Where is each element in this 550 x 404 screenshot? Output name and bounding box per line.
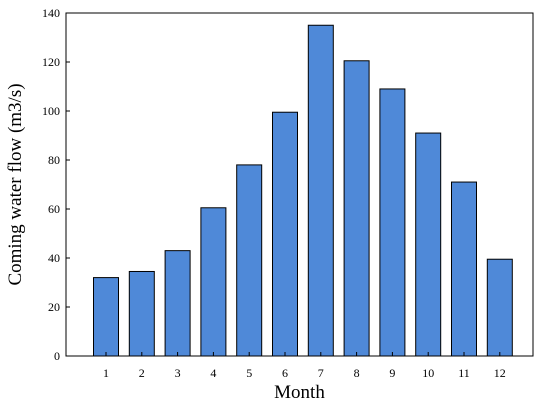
x-axis-ticks: 1 2 3 4 5 6 7 8 9 10 11 12 [103, 352, 506, 380]
y-tick-label: 60 [48, 202, 60, 216]
y-tick-label: 20 [48, 300, 60, 314]
bar-month-11 [451, 181, 477, 357]
bar-month-12 [486, 258, 513, 357]
y-tick-label: 120 [42, 55, 60, 69]
x-tick-label: 12 [494, 366, 506, 380]
y-axis-ticks: 0 20 40 60 80 100 120 140 [42, 6, 70, 363]
plot-frame [65, 12, 534, 357]
y-tick-label: 0 [54, 349, 60, 363]
y-tick-label: 140 [42, 6, 60, 20]
x-tick-label: 5 [246, 366, 252, 380]
y-tick-label: 100 [42, 104, 60, 118]
bar-month-8 [343, 60, 370, 357]
x-tick-label: 2 [139, 366, 145, 380]
x-tick-label: 11 [458, 366, 470, 380]
x-tick-label: 4 [210, 366, 216, 380]
bar-month-4 [200, 207, 227, 357]
x-tick-label: 1 [103, 366, 109, 380]
bar-month-2 [128, 270, 155, 357]
bar-month-3 [164, 250, 191, 357]
y-axis-title: Coming water flow (m3/s) [5, 83, 26, 285]
bar-month-9 [379, 88, 406, 357]
bars-group [93, 24, 513, 357]
bar-month-5 [236, 164, 263, 357]
bar-month-7 [307, 24, 334, 357]
bar-month-1 [93, 277, 119, 357]
x-tick-label: 7 [318, 366, 324, 380]
x-tick-label: 6 [282, 366, 288, 380]
y-tick-label: 80 [48, 153, 60, 167]
x-tick-label: 3 [175, 366, 181, 380]
bar-month-10 [415, 132, 442, 357]
plot-area-border [65, 12, 534, 357]
y-tick-label: 40 [48, 251, 60, 265]
x-axis-title: Month [274, 382, 325, 403]
x-tick-label: 8 [354, 366, 360, 380]
x-tick-label: 9 [389, 366, 395, 380]
bar-month-6 [272, 111, 298, 357]
x-tick-label: 10 [422, 366, 434, 380]
